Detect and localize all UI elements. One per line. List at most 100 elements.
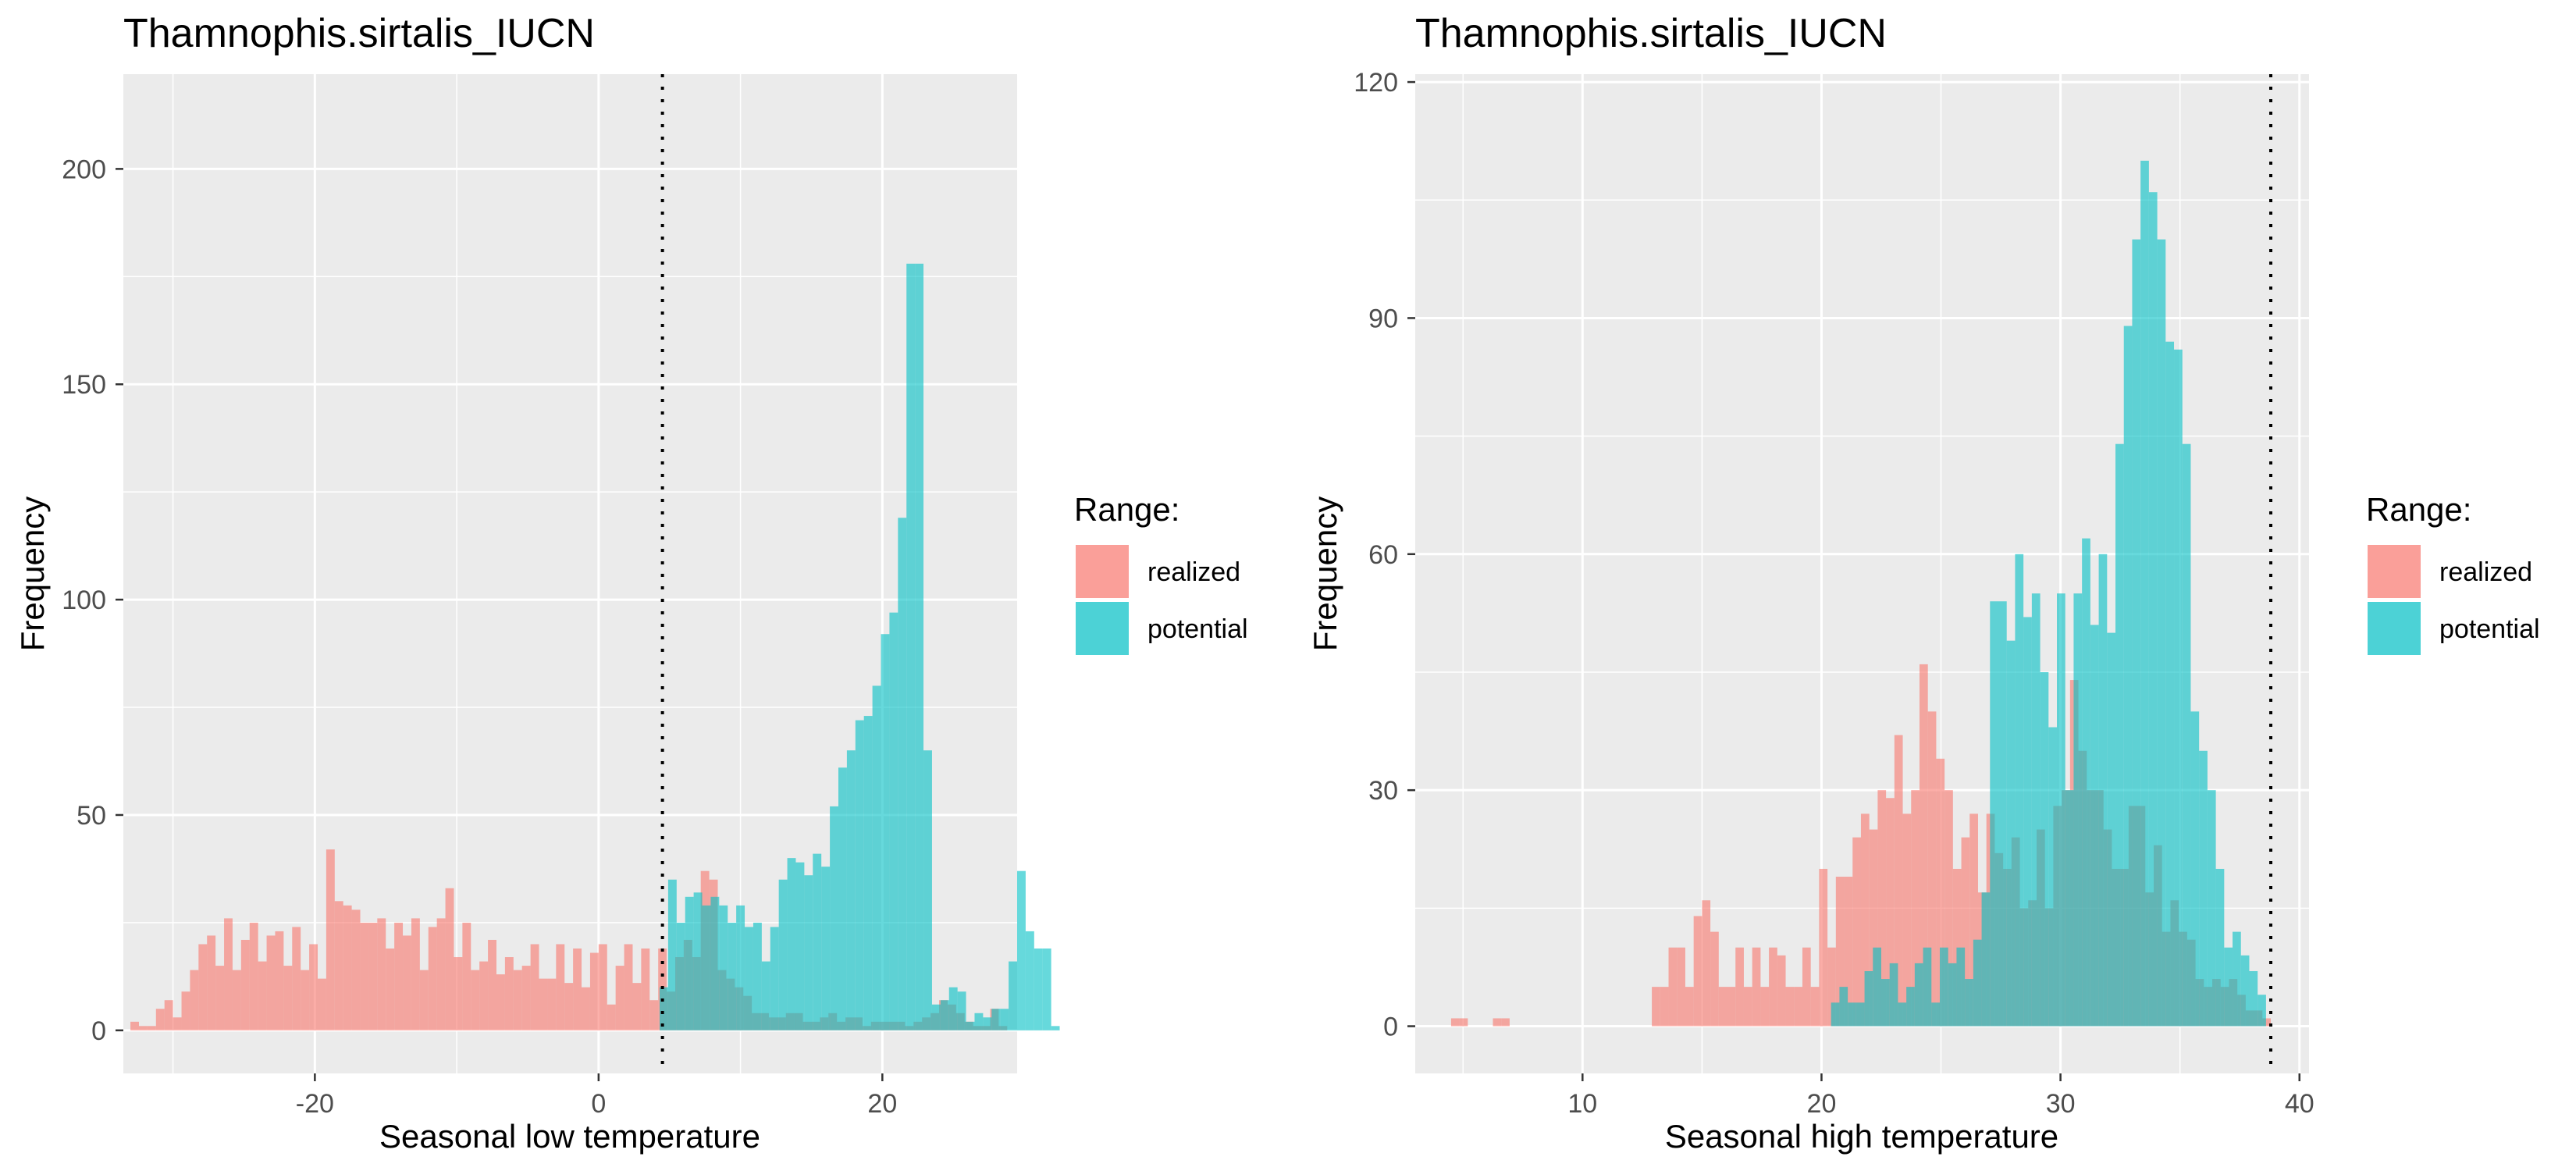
histogram-bar-potential	[2006, 640, 2016, 1027]
left-y-axis: 0 50 100 150 200	[62, 155, 123, 1046]
histogram-bar-potential	[728, 922, 737, 1030]
left-legend-title: Range:	[1074, 491, 1179, 528]
histogram-bar-potential	[761, 961, 770, 1030]
histogram-bar-potential	[1000, 1009, 1009, 1030]
right-legend-label-potential: potential	[2439, 614, 2540, 644]
histogram-bar-potential	[2140, 160, 2149, 1027]
y-tick-label: 30	[1368, 776, 1398, 806]
histogram-bar-realized	[1702, 900, 1711, 1027]
histogram-bar-potential	[983, 1017, 992, 1030]
histogram-bar-realized	[513, 970, 522, 1030]
histogram-bar-potential	[667, 879, 677, 1030]
histogram-bar-realized	[351, 909, 361, 1030]
histogram-bar-potential	[2190, 711, 2200, 1027]
histogram-bar-realized	[649, 1000, 659, 1030]
histogram-bar-realized	[249, 922, 258, 1030]
histogram-bar-potential	[2207, 790, 2216, 1027]
histogram-bar-realized	[1911, 790, 1920, 1027]
histogram-bar-potential	[1856, 1002, 1865, 1027]
histogram-bar-potential	[1990, 601, 1999, 1027]
histogram-bar-potential	[770, 927, 779, 1030]
histogram-bar-realized	[462, 922, 471, 1030]
histogram-bar-realized	[1785, 987, 1795, 1027]
histogram-bar-potential	[1973, 939, 1982, 1027]
histogram-bar-realized	[173, 1017, 182, 1030]
histogram-bar-realized	[309, 944, 318, 1030]
histogram-bar-potential	[736, 905, 745, 1030]
histogram-bar-potential	[2065, 790, 2074, 1027]
histogram-bar-potential	[2040, 671, 2049, 1027]
y-tick-label: 90	[1368, 304, 1398, 333]
x-tick-label: 0	[591, 1089, 606, 1119]
histogram-bar-realized	[1668, 947, 1678, 1027]
histogram-bar-potential	[1009, 961, 1017, 1030]
histogram-bar-potential	[2240, 955, 2250, 1027]
left-y-axis-title: Frequency	[14, 497, 51, 651]
histogram-bar-realized	[240, 939, 250, 1030]
histogram-bar-potential	[1898, 1002, 1907, 1027]
histogram-bar-realized	[266, 935, 276, 1030]
right-bars	[1450, 160, 2272, 1027]
histogram-bar-realized	[275, 931, 284, 1030]
histogram-bar-realized	[224, 918, 233, 1030]
histogram-bar-realized	[198, 944, 208, 1030]
histogram-bar-potential	[974, 1013, 984, 1030]
left-legend-label-realized: realized	[1147, 557, 1240, 587]
histogram-bar-potential	[2107, 632, 2116, 1027]
left-bars	[130, 263, 1060, 1030]
left-legend-label-potential: potential	[1147, 614, 1248, 644]
histogram-bar-potential	[2090, 625, 2099, 1027]
histogram-bar-potential	[957, 991, 966, 1030]
histogram-bar-realized	[624, 944, 633, 1030]
histogram-bar-realized	[190, 970, 199, 1030]
histogram-bar-realized	[582, 987, 590, 1030]
histogram-bar-potential	[966, 1021, 975, 1030]
histogram-bar-realized	[1718, 987, 1727, 1027]
histogram-bar-realized	[130, 1021, 139, 1030]
histogram-bar-potential	[906, 263, 916, 1030]
histogram-bar-realized	[1902, 813, 1912, 1027]
histogram-bar-potential	[915, 263, 924, 1030]
histogram-bar-realized	[317, 978, 326, 1030]
histogram-bar-potential	[1839, 987, 1848, 1027]
histogram-bar-realized	[564, 983, 574, 1030]
histogram-bar-potential	[2148, 192, 2158, 1027]
histogram-bar-realized	[589, 952, 599, 1030]
x-tick-label: 20	[1807, 1089, 1837, 1119]
histogram-bar-realized	[1894, 735, 1903, 1027]
histogram-bar-realized	[1794, 987, 1802, 1027]
left-legend-key-potential	[1076, 602, 1129, 655]
histogram-bar-potential	[2165, 341, 2175, 1027]
x-tick-label: 30	[2046, 1089, 2076, 1119]
histogram-bar-potential	[1889, 963, 1898, 1027]
histogram-bar-realized	[1735, 947, 1744, 1027]
histogram-bar-potential	[1017, 870, 1026, 1030]
histogram-bar-realized	[386, 949, 395, 1030]
histogram-bar-potential	[795, 862, 805, 1030]
histogram-bar-realized	[1860, 813, 1870, 1027]
histogram-bar-realized	[479, 961, 489, 1030]
right-y-axis: 0 30 60 90 120	[1354, 68, 1415, 1042]
histogram-bar-potential	[872, 685, 881, 1030]
histogram-bar-potential	[745, 927, 753, 1030]
histogram-bar-potential	[676, 922, 685, 1030]
histogram-bar-realized	[607, 1004, 616, 1030]
histogram-bar-potential	[898, 518, 907, 1030]
histogram-bar-realized	[360, 922, 369, 1030]
histogram-bar-potential	[1939, 947, 1948, 1027]
histogram-bar-realized	[1835, 877, 1845, 1027]
histogram-bar-potential	[1831, 1002, 1840, 1027]
histogram-bar-realized	[547, 978, 557, 1030]
histogram-bar-potential	[1956, 947, 1966, 1027]
histogram-bar-realized	[1869, 829, 1878, 1027]
right-x-axis-title: Seasonal high temperature	[1665, 1118, 2058, 1155]
histogram-bar-realized	[1827, 947, 1836, 1027]
histogram-bar-potential	[2182, 443, 2191, 1027]
histogram-bar-realized	[1944, 790, 1953, 1027]
histogram-bar-realized	[419, 970, 429, 1030]
y-tick-label: 60	[1368, 540, 1398, 570]
histogram-bar-potential	[2098, 553, 2108, 1027]
left-legend: Range: realized potential	[1074, 491, 1248, 655]
histogram-bar-realized	[164, 1000, 173, 1030]
x-tick-label: 40	[2285, 1089, 2314, 1119]
